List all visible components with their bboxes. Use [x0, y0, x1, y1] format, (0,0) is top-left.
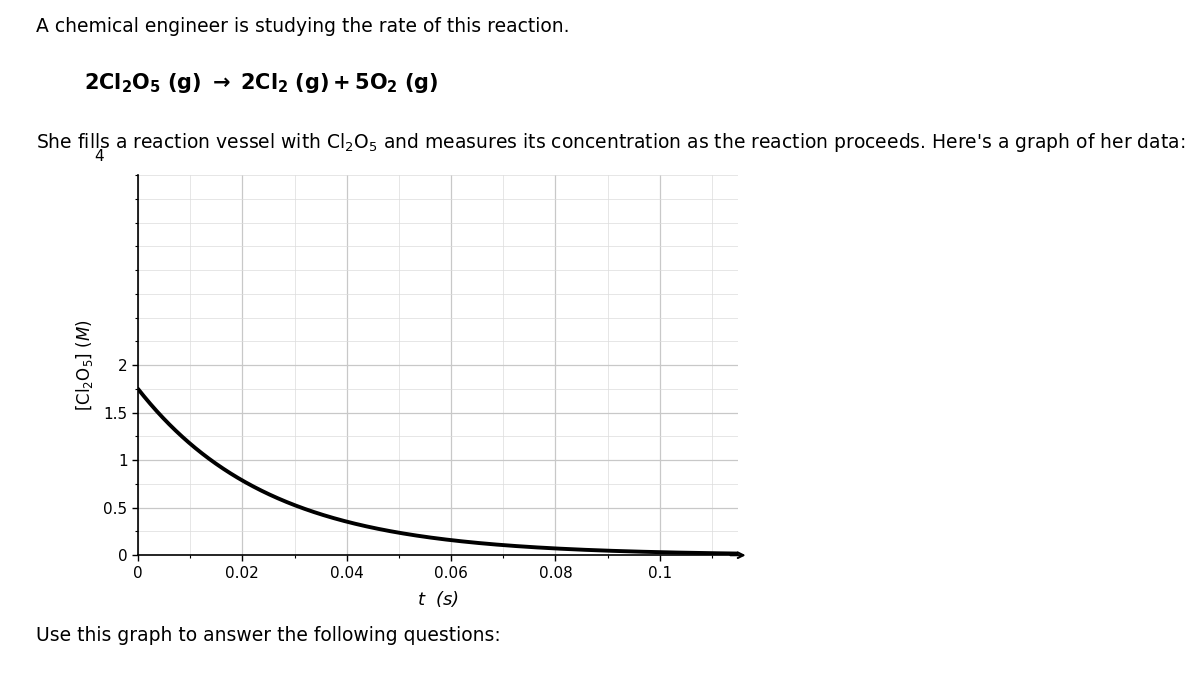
- Text: She fills a reaction vessel with $\mathrm{Cl_2O_5}$ and measures its concentrati: She fills a reaction vessel with $\mathr…: [36, 131, 1186, 154]
- Text: $\mathbf{2Cl_2O_5}$ $\mathbf{(g)}$ $\mathbf{\rightarrow}$ $\mathbf{2Cl_2}$ $\mat: $\mathbf{2Cl_2O_5}$ $\mathbf{(g)}$ $\mat…: [84, 71, 439, 95]
- Text: 4: 4: [95, 149, 104, 164]
- Text: A chemical engineer is studying the rate of this reaction.: A chemical engineer is studying the rate…: [36, 17, 570, 36]
- Text: Use this graph to answer the following questions:: Use this graph to answer the following q…: [36, 626, 500, 645]
- Y-axis label: $[\mathrm{Cl_2O_5}]$ $(\mathit{M})$: $[\mathrm{Cl_2O_5}]$ $(\mathit{M})$: [74, 319, 95, 411]
- X-axis label: $t$  (s): $t$ (s): [416, 589, 460, 609]
